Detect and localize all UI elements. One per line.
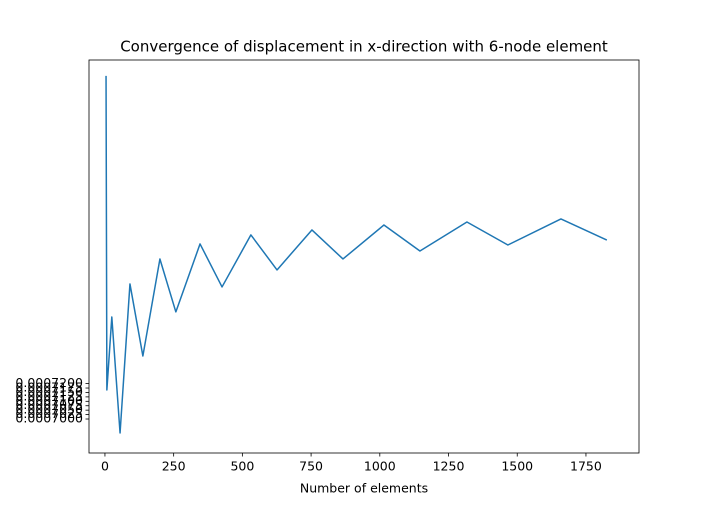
plot-frame xyxy=(88,59,640,454)
y-tick-label: 0.0007125 xyxy=(15,388,83,403)
x-tick-label: 250 xyxy=(162,459,186,474)
x-tick-label: 1000 xyxy=(364,459,396,474)
x-tick-label: 1250 xyxy=(433,459,465,474)
x-tick-label: 750 xyxy=(299,459,323,474)
x-tick-label: 1750 xyxy=(570,459,602,474)
y-tick-label: 0.0007175 xyxy=(15,380,83,395)
y-tick-label: 0.0007050 xyxy=(15,402,83,417)
y-tick-label: 0.0007025 xyxy=(15,406,83,421)
x-tick-label: 1500 xyxy=(501,459,533,474)
y-tick-label: 0.0007200 xyxy=(15,375,83,390)
line-series xyxy=(105,75,608,434)
y-tick-label: 0.0007100 xyxy=(15,393,83,408)
x-axis-label: Number of elements xyxy=(300,481,428,496)
y-tick-label: 0.0007075 xyxy=(15,397,83,412)
chart-title: Convergence of displacement in x-directi… xyxy=(120,38,608,56)
y-tick-label: 0.0007000 xyxy=(15,411,83,426)
y-tick-label: 0.0007150 xyxy=(15,384,83,399)
x-tick-label: 0 xyxy=(101,459,109,474)
x-tick-label: 500 xyxy=(230,459,254,474)
